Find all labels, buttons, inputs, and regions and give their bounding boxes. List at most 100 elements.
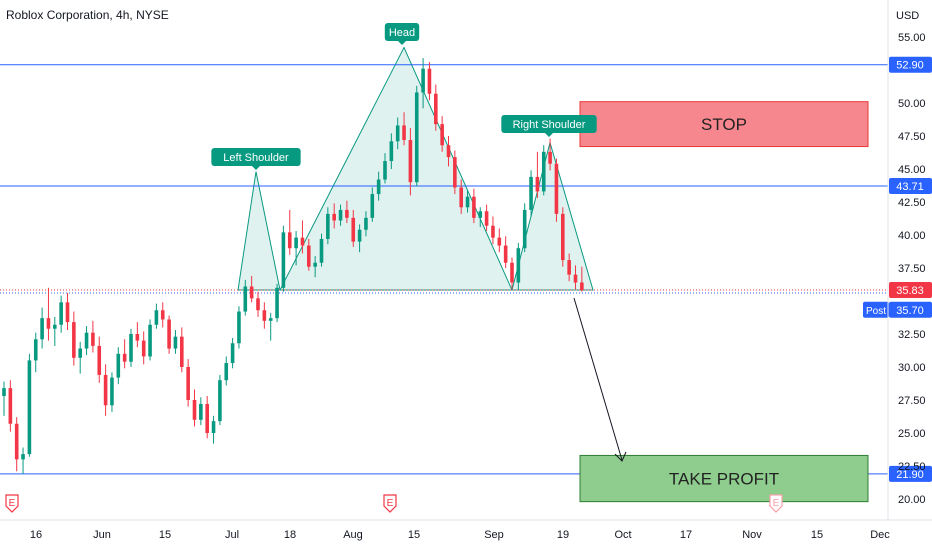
time-tick-label: 19 [557,529,569,541]
earnings-marker[interactable] [769,494,783,513]
level-price-label: 52.90 [896,60,924,72]
candle-body [40,318,44,340]
price-tick-label: 37.50 [898,263,926,275]
candle-body [370,194,375,218]
candle-body [446,145,451,158]
last-price-tag [889,282,932,299]
candle-body [529,176,533,210]
candle-body [313,262,317,267]
price-tick-label: 47.50 [898,131,926,143]
head-triangle [279,46,513,291]
pattern-label: Left Shoulder [223,152,289,164]
candle-body [427,68,432,94]
time-tick-label: 15 [408,529,420,541]
candle-body [332,213,336,221]
left-shoulder-triangle [237,171,281,291]
candle-body [478,211,483,218]
price-tick-label: 55.00 [898,32,926,44]
time-tick-label: Jul [225,529,239,541]
candle-body [160,310,165,320]
price-tick-label: 25.00 [898,428,926,440]
candle-body [230,343,235,364]
candle-body [389,141,394,162]
candle-body [21,454,25,460]
pattern-label-pointer [545,133,553,137]
candle-body [173,336,178,349]
candle-body [287,232,292,249]
candle-body [103,374,108,406]
pattern-label-pointer [252,166,260,170]
candle-body [167,319,171,349]
time-tick-label: Dec [870,529,890,541]
candle-body [567,260,571,275]
time-tick-label: Aug [343,529,363,541]
price-tick-label: 50.00 [898,98,926,110]
candle-body [141,340,146,357]
candle-body [186,367,190,400]
candle-body [351,217,356,242]
post-price-tag [889,301,932,318]
candle-body [2,388,6,397]
price-tick-label: 32.50 [898,329,926,341]
candle-body [408,139,413,183]
candle-body [135,334,140,341]
candle-body [307,245,311,267]
earnings-marker-label: E [773,498,780,509]
candle-body [402,125,406,140]
candle-body [59,302,63,325]
candle-body [275,287,279,319]
candle-body [237,311,241,344]
price-tick-label: 42.50 [898,197,926,209]
candle-body [491,225,495,238]
candle-body [503,245,508,263]
candle-body [116,353,121,378]
earnings-marker[interactable] [383,494,397,513]
candle-body [395,125,400,142]
candle-body [541,151,546,192]
pattern-label: Right Shoulder [513,119,586,131]
time-tick-label: 17 [680,529,692,541]
candle-body [484,211,489,226]
projection-arrow [573,297,623,461]
price-tick-label: 30.00 [898,362,926,374]
candle-body [97,345,102,375]
pattern-label-box [384,23,420,41]
candle-body [459,187,463,208]
candle-body [218,380,222,422]
candle-body [53,324,57,329]
candle-body [243,286,248,312]
candle-body [205,403,209,433]
level-price-tag [889,178,932,195]
earnings-marker-label: E [9,498,16,509]
candle-body [300,237,305,246]
stop-zone[interactable] [579,101,869,148]
candle-body [192,400,197,420]
price-tick-label: 20.00 [898,494,926,506]
take-profit-zone[interactable] [579,454,869,503]
candle-body [535,176,540,192]
candle-body [510,262,514,283]
candle-body [522,209,527,249]
candle-body [376,179,381,195]
candle-body [33,339,38,361]
candle-body [122,353,127,362]
candle-body [383,161,387,180]
candle-body [262,310,267,321]
price-tick-label: 27.50 [898,395,926,407]
candle-body [110,377,114,406]
candle-body [548,151,552,164]
projection-arrow-head [614,451,627,462]
candle-body [46,318,51,329]
candle-body [338,209,343,221]
candle-body [129,334,133,362]
candle-body [211,421,216,433]
earnings-marker[interactable] [5,494,19,513]
candle-body [268,318,273,321]
candle-body [294,237,298,249]
time-tick-label: Sep [484,529,504,541]
candle-body [148,324,152,357]
candle-body [434,93,438,125]
candle-body [465,196,470,208]
candle-body [345,209,349,218]
